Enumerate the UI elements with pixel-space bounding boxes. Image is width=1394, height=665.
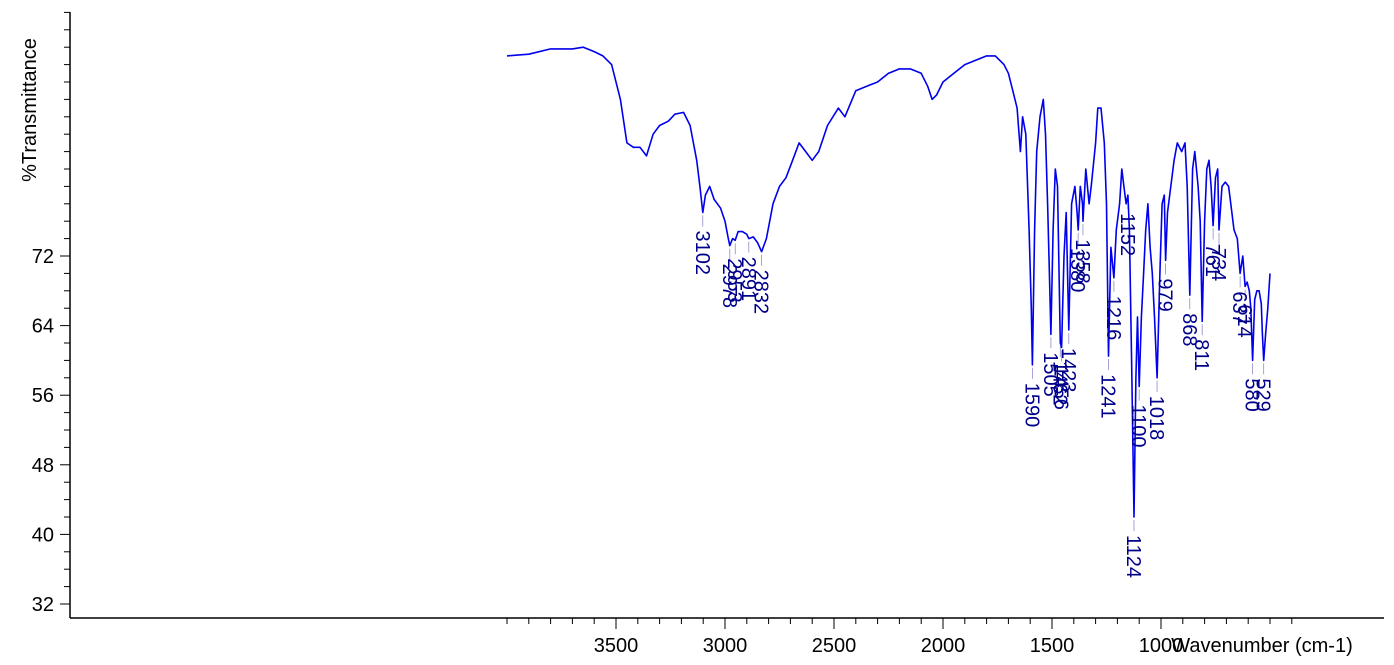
peak-label: 1018 [1145,396,1167,441]
y-tick-label: 72 [32,246,54,268]
peak-label: 2953 [723,258,745,303]
y-tick-label: 56 [32,385,54,407]
peak-label: 1380 [1066,248,1088,293]
peak-label: 529 [1252,378,1274,411]
peak-label: 2891 [737,257,759,302]
peak-label: 734 [1207,248,1229,281]
y-tick-label: 64 [32,316,54,338]
peak-label: 637 [1228,291,1250,324]
peak-label: 2978 [718,264,740,309]
y-tick-label: 40 [32,524,54,546]
peak-label: 761 [1201,244,1223,277]
x-tick-label: 2500 [812,635,857,657]
x-tick-label: 3000 [703,635,748,657]
peak-label: 1358 [1071,239,1093,284]
peak-label: 811 [1190,339,1212,371]
peak-label: 2832 [750,270,772,315]
peak-leader-lines [702,198,1265,531]
peak-label: 1124 [1122,535,1144,578]
x-tick-label: 1500 [1030,635,1075,657]
series-group [506,46,1271,518]
peak-label: 1216 [1102,296,1124,341]
x-axis-title: Wavenumber (cm-1) [1171,635,1353,657]
spectrum-series-line [506,46,1271,518]
peak-label: 1152 [1116,213,1138,256]
minor-ticks [64,11,1293,624]
peak-label: 580 [1241,378,1263,411]
x-tick-label: 2000 [921,635,966,657]
x-tick-label: 3500 [594,635,639,657]
x-tick-label: 1000 [1139,635,1184,657]
y-tick-label: 48 [32,455,54,477]
peak-label: 1423 [1057,348,1079,393]
peak-label: 979 [1154,278,1176,311]
peak-label: 614 [1233,304,1255,337]
peak-label: 1456 [1050,365,1072,410]
peak-label: 1100 [1127,405,1149,448]
peak-label: 1590 [1020,383,1042,428]
peak-label: 1462 [1048,361,1070,406]
y-ticks: 32 40 48 56 64 72 [32,246,70,616]
y-tick-label: 32 [32,594,54,616]
y-axis-title: %Transmittance [19,38,41,182]
peak-label: 1241 [1097,374,1119,419]
peak-label: 1505 [1039,352,1061,397]
peak-label: 3102 [691,231,713,276]
peak-label: 868 [1178,313,1200,346]
x-ticks: 3500 3000 2500 2000 1500 1000 [594,618,1184,657]
